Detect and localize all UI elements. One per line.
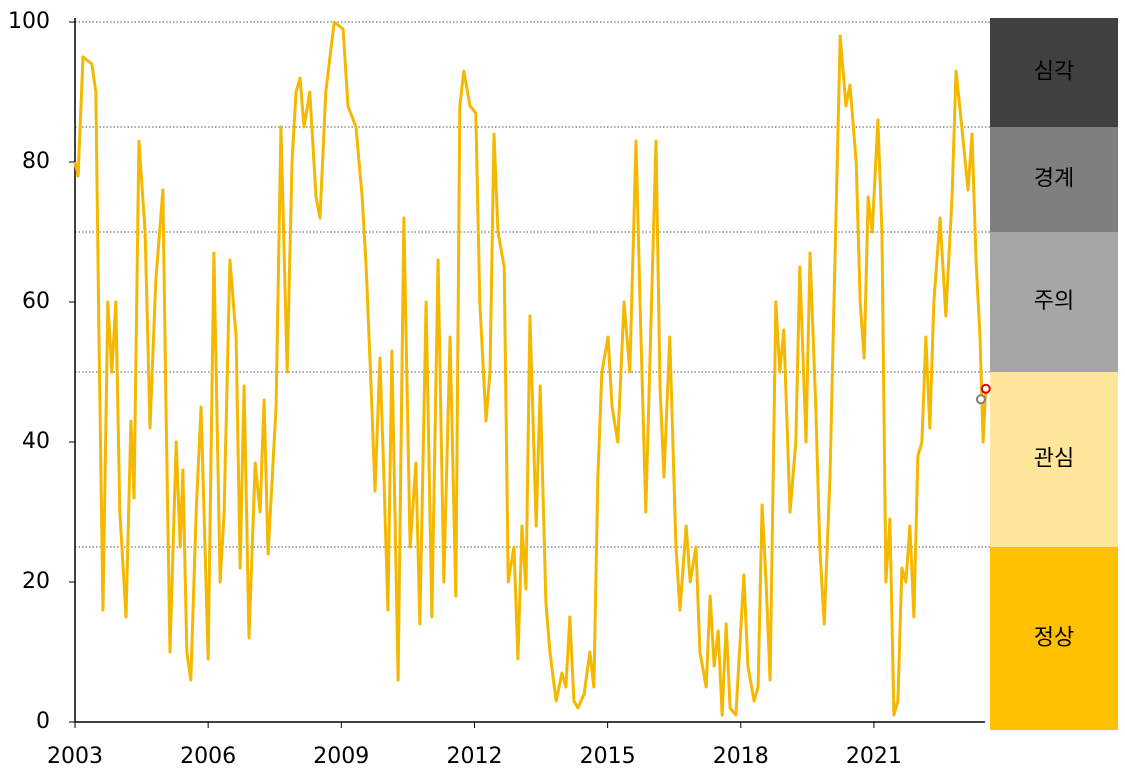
x-tick-label: 2012 [446, 744, 502, 769]
end-marker [975, 394, 986, 405]
x-tick-label: 2003 [47, 744, 103, 769]
y-tick-label: 60 [22, 289, 50, 314]
band [990, 547, 1118, 730]
y-tick-label: 40 [22, 429, 50, 454]
band-label: 심각 [1034, 60, 1074, 85]
data-line [73, 20, 988, 717]
x-tick-label: 2006 [180, 744, 236, 769]
band-label: 정상 [1034, 626, 1074, 651]
x-tick-label: 2009 [313, 744, 369, 769]
x-tick-label: 2015 [580, 744, 636, 769]
band-label: 주의 [1034, 289, 1074, 314]
x-tick-label: 2021 [846, 744, 902, 769]
y-tick-label: 80 [22, 149, 50, 174]
band [990, 232, 1118, 372]
y-tick-label: 20 [22, 569, 50, 594]
y-tick-label: 0 [36, 709, 50, 734]
band [990, 127, 1118, 232]
band-label: 경계 [1034, 167, 1074, 192]
band [990, 18, 1118, 127]
end-marker [980, 383, 991, 394]
band [990, 372, 1118, 547]
x-tick-label: 2018 [713, 744, 769, 769]
band-label: 관심 [1034, 447, 1074, 472]
y-tick-label: 100 [8, 9, 50, 34]
